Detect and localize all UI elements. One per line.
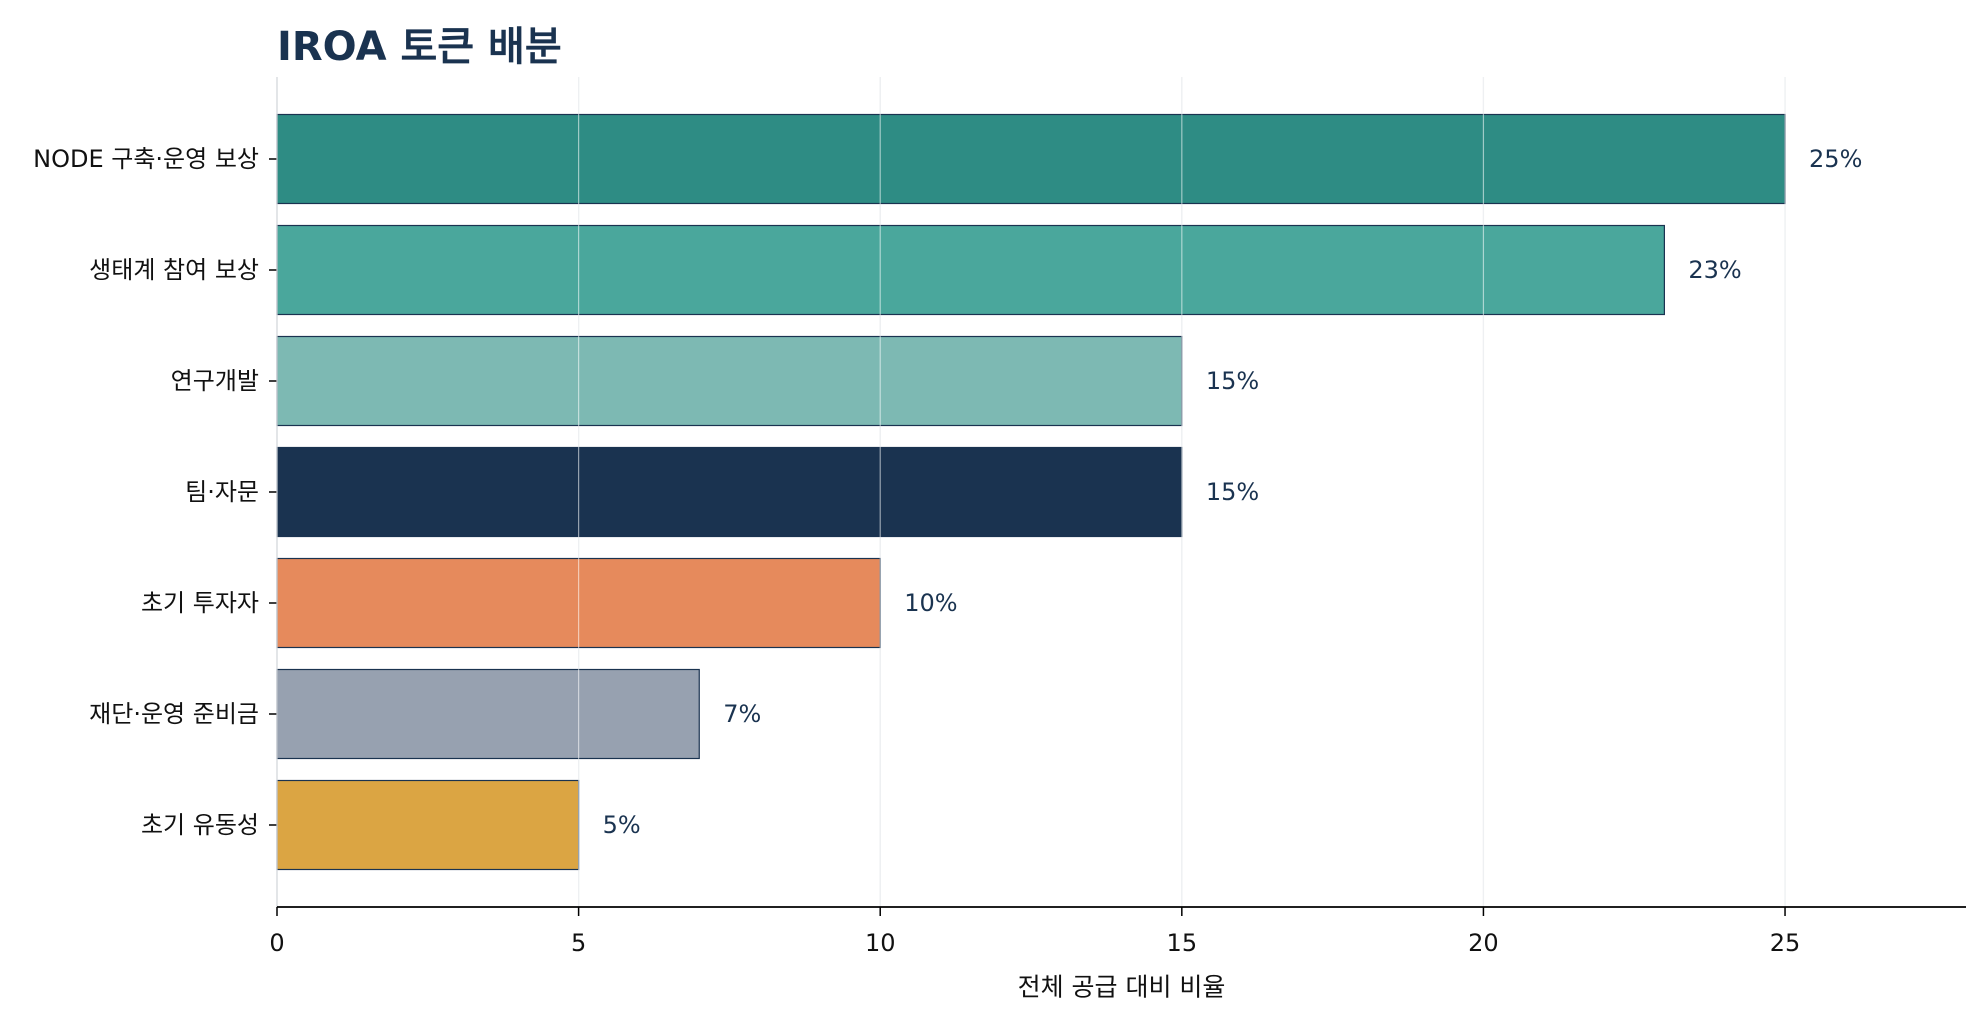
- data-label: 23%: [1688, 256, 1741, 284]
- data-label: 7%: [723, 700, 761, 728]
- category-label: 초기 유동성: [141, 811, 259, 839]
- category-label: 초기 투자자: [141, 589, 259, 617]
- category-label: 생태계 참여 보상: [89, 256, 259, 284]
- x-tick-label: 25: [1770, 929, 1801, 957]
- x-tick-label: 20: [1468, 929, 1499, 957]
- x-axis-title: 전체 공급 대비 비율: [1018, 973, 1226, 1002]
- category-label: 재단·운영 준비금: [89, 700, 259, 728]
- gridlines-overlay: [578, 77, 1786, 907]
- x-axis: 0 5 10 15 20 25 전체 공급 대비 비율: [269, 906, 1966, 1002]
- data-label: 15%: [1206, 478, 1259, 506]
- bar: [276, 224, 1665, 316]
- x-tick-label: 15: [1167, 929, 1198, 957]
- category-label: 팀·자문: [185, 478, 259, 506]
- data-label: 25%: [1809, 145, 1862, 173]
- category-label: NODE 구축·운영 보상: [33, 145, 259, 173]
- bar: [276, 446, 1183, 538]
- bar: [276, 668, 700, 760]
- data-label: 10%: [904, 589, 957, 617]
- bar: [276, 779, 580, 871]
- bar: [276, 335, 1183, 427]
- category-label: 연구개발: [171, 367, 259, 395]
- data-label: 5%: [603, 811, 641, 839]
- data-label: 15%: [1206, 367, 1259, 395]
- data-labels: 25% 23% 15% 15% 10% 7% 5%: [603, 145, 1863, 839]
- x-tick-label: 5: [571, 929, 586, 957]
- bars: [276, 113, 1786, 871]
- bar: [276, 113, 1786, 205]
- x-tick-label: 10: [865, 929, 896, 957]
- x-tick-label: 0: [269, 929, 284, 957]
- chart-title: IROA 토큰 배분: [277, 24, 562, 70]
